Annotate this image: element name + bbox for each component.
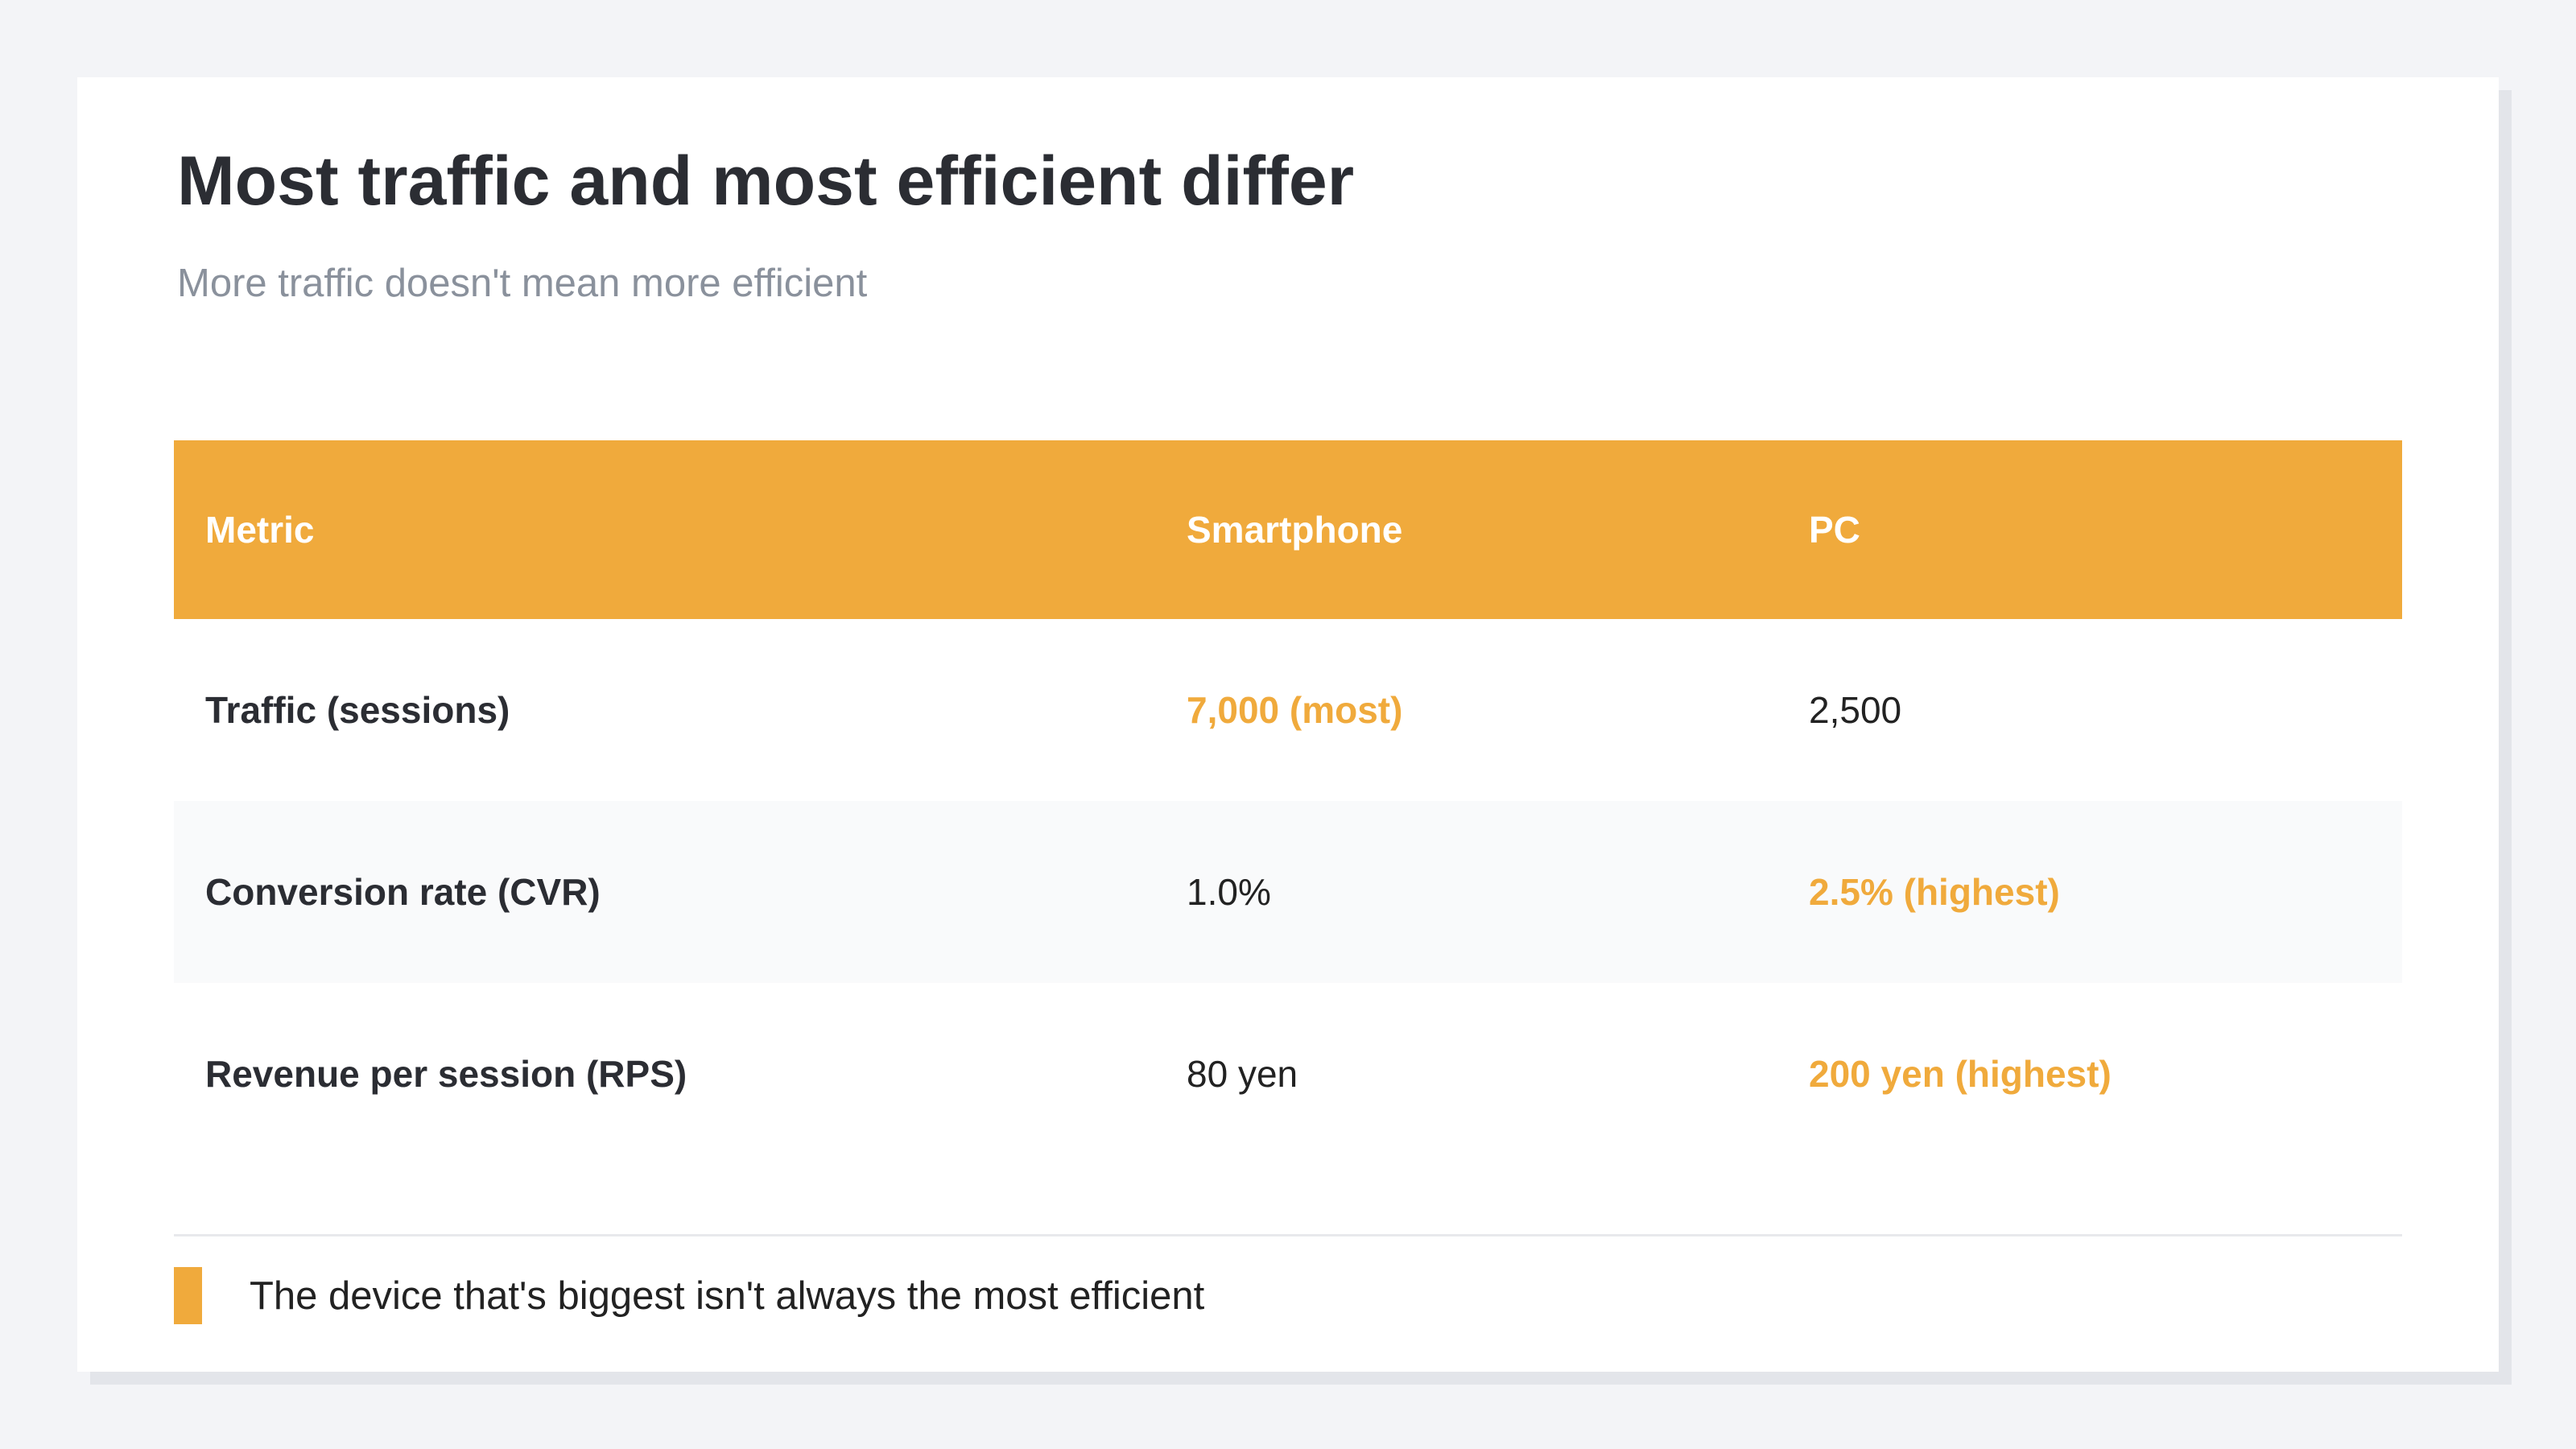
value-cell: 2.5% (highest) xyxy=(1809,871,2060,913)
metric-cell: Conversion rate (CVR) xyxy=(205,871,601,913)
value-cell: 200 yen (highest) xyxy=(1809,1053,2112,1095)
column-header: Smartphone xyxy=(1187,509,1403,551)
value-cell: 7,000 (most) xyxy=(1187,689,1403,731)
column-header: PC xyxy=(1809,509,1860,551)
metric-cell: Revenue per session (RPS) xyxy=(205,1053,687,1095)
divider xyxy=(174,1234,2402,1236)
table: Metric Smartphone PC Traffic (sessions) 7,00… xyxy=(174,440,2402,1165)
column-header: Metric xyxy=(205,509,315,551)
table-row: Conversion rate (CVR) 1.0% 2.5% (highest) xyxy=(174,801,2402,983)
value-cell: 2,500 xyxy=(1809,689,1902,731)
value-cell: 1.0% xyxy=(1187,871,1271,913)
title: Most traffic and most efficient differ xyxy=(177,142,1355,220)
table-row: Traffic (sessions) 7,000 (most) 2,500 xyxy=(174,619,2402,801)
card: Most traffic and most efficient differ M… xyxy=(77,77,2499,1372)
value-cell: 80 yen xyxy=(1187,1053,1298,1095)
subtitle: More traffic doesn't mean more efficient xyxy=(177,262,868,305)
footnote-marker xyxy=(174,1267,202,1324)
table-row: Revenue per session (RPS) 80 yen 200 yen (… xyxy=(174,983,2402,1165)
footnote: The device that's biggest isn't always t… xyxy=(250,1274,1205,1318)
metric-cell: Traffic (sessions) xyxy=(205,689,510,731)
header-row: Metric Smartphone PC xyxy=(174,440,2402,619)
